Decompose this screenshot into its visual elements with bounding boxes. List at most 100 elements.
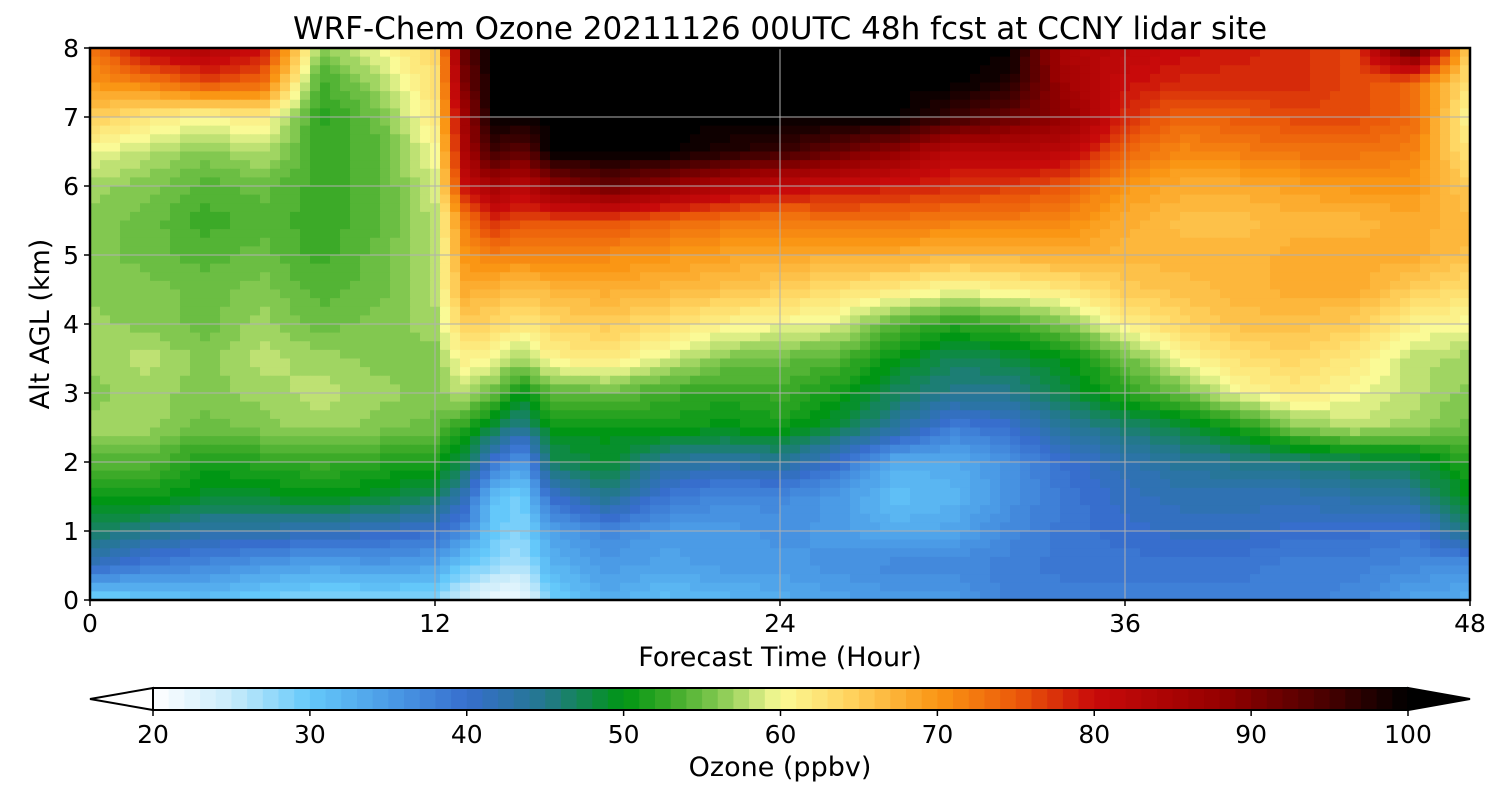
heatmap-cell	[680, 220, 691, 230]
heatmap-cell	[1280, 48, 1291, 58]
heatmap-cell	[180, 65, 191, 75]
heatmap-cell	[640, 289, 651, 299]
heatmap-cell	[530, 315, 541, 325]
heatmap-cell	[940, 306, 951, 316]
heatmap-cell	[100, 211, 111, 222]
heatmap-cell	[1320, 73, 1331, 84]
heatmap-cell	[400, 341, 411, 351]
heatmap-cell	[540, 117, 551, 127]
heatmap-cell	[960, 82, 971, 92]
heatmap-cell	[550, 117, 561, 127]
heatmap-cell	[890, 289, 901, 299]
heatmap-cell	[110, 306, 121, 316]
heatmap-cell	[1350, 341, 1361, 351]
heatmap-cell	[600, 289, 611, 299]
heatmap-cell	[330, 142, 341, 153]
heatmap-cell	[1390, 272, 1401, 282]
heatmap-cell	[1240, 91, 1251, 101]
heatmap-cell	[230, 306, 241, 316]
heatmap-cell	[730, 289, 741, 299]
heatmap-cell	[1330, 211, 1341, 222]
heatmap-cell	[540, 324, 551, 334]
heatmap-cell	[370, 341, 381, 351]
heatmap-cell	[1380, 117, 1391, 127]
heatmap-cell	[120, 82, 131, 92]
heatmap-cell	[870, 99, 881, 109]
heatmap-cell	[470, 65, 481, 75]
heatmap-cell	[920, 229, 931, 239]
heatmap-cell	[360, 117, 371, 127]
heatmap-cell	[1400, 332, 1411, 342]
heatmap-cell	[800, 203, 811, 213]
heatmap-cell	[860, 125, 871, 135]
heatmap-cell	[840, 220, 851, 230]
heatmap-cell	[720, 272, 731, 282]
heatmap-cell	[1020, 91, 1031, 101]
heatmap-cell	[1210, 177, 1221, 187]
heatmap-cell	[1370, 272, 1381, 282]
heatmap-cell	[1000, 306, 1011, 316]
heatmap-cell	[1360, 160, 1371, 170]
heatmap-cell	[1200, 125, 1211, 135]
heatmap-cell	[410, 229, 421, 239]
heatmap-cell	[1230, 91, 1241, 101]
heatmap-cell	[90, 82, 101, 92]
heatmap-cell	[990, 306, 1001, 316]
heatmap-cell	[800, 332, 811, 342]
heatmap-cell	[680, 108, 691, 118]
heatmap-cell	[1360, 229, 1371, 239]
heatmap-cell	[510, 82, 521, 92]
heatmap-cell	[1080, 56, 1091, 66]
heatmap-cell	[720, 108, 731, 118]
heatmap-cell	[460, 91, 471, 101]
heatmap-cell	[600, 306, 611, 316]
heatmap-cell	[1360, 186, 1371, 196]
heatmap-cell	[400, 255, 411, 265]
heatmap-cell	[260, 134, 271, 144]
heatmap-cell	[730, 220, 741, 230]
heatmap-cell	[790, 142, 801, 153]
heatmap-cell	[1230, 272, 1241, 282]
heatmap-cell	[910, 73, 921, 84]
heatmap-cell	[930, 73, 941, 84]
heatmap-cell	[170, 194, 181, 204]
heatmap-cell	[640, 108, 651, 118]
heatmap-cell	[1250, 73, 1261, 84]
heatmap-cell	[890, 220, 901, 230]
heatmap-cell	[620, 211, 631, 222]
heatmap-cell	[170, 220, 181, 230]
heatmap-cell	[1080, 73, 1091, 84]
heatmap-cell	[1140, 82, 1151, 92]
heatmap-cell	[640, 160, 651, 170]
heatmap-cell	[1130, 194, 1141, 204]
heatmap-cell	[1060, 341, 1071, 351]
heatmap-cell	[1240, 65, 1251, 75]
heatmap-cell	[680, 134, 691, 144]
heatmap-cell	[100, 160, 111, 170]
heatmap-cell	[690, 108, 701, 118]
heatmap-cell	[1280, 73, 1291, 84]
heatmap-cell	[1130, 246, 1141, 256]
heatmap-cell	[380, 203, 391, 213]
heatmap-cell	[1420, 134, 1431, 144]
heatmap-cell	[540, 125, 551, 135]
heatmap-cell	[1380, 142, 1391, 153]
heatmap-cell	[600, 186, 611, 196]
heatmap-cell	[630, 263, 641, 273]
heatmap-cell	[480, 91, 491, 101]
heatmap-cell	[960, 306, 971, 316]
heatmap-cell	[840, 142, 851, 153]
heatmap-cell	[770, 82, 781, 92]
heatmap-cell	[1150, 134, 1161, 144]
heatmap-cell	[460, 315, 471, 325]
heatmap-cell	[1380, 280, 1391, 291]
heatmap-cell	[980, 220, 991, 230]
heatmap-cell	[130, 255, 141, 265]
heatmap-cell	[1400, 255, 1411, 265]
heatmap-cell	[1110, 48, 1121, 58]
heatmap-cell	[850, 177, 861, 187]
heatmap-cell	[1200, 341, 1211, 351]
heatmap-cell	[310, 65, 321, 75]
heatmap-cell	[730, 48, 741, 58]
heatmap-cell	[1150, 220, 1161, 230]
